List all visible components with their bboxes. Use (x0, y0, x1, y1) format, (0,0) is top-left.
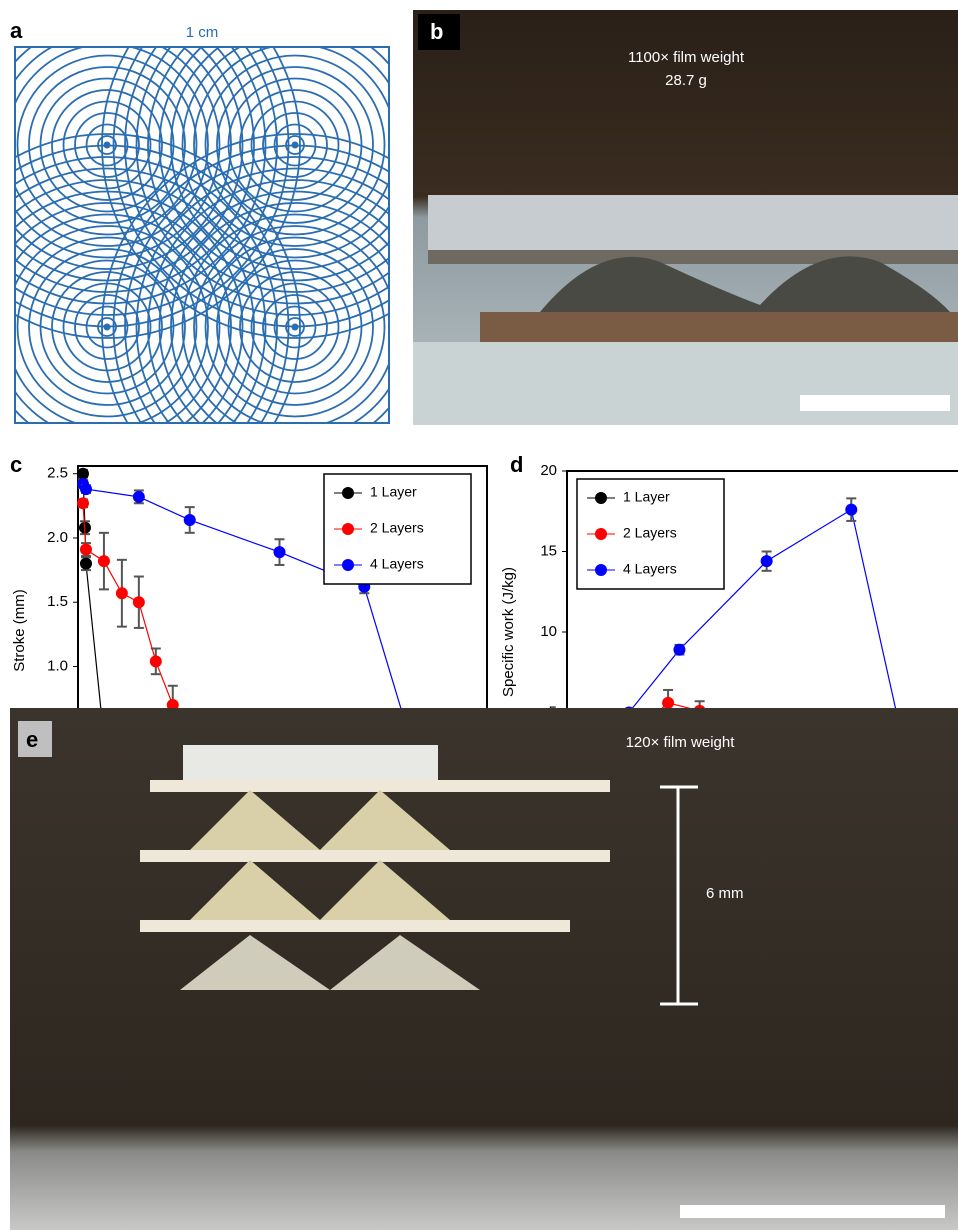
photo-e (10, 708, 958, 1230)
data-point (80, 558, 92, 570)
ring-center (292, 324, 299, 331)
y-axis-label: Stroke (mm) (11, 589, 28, 672)
data-point (662, 697, 674, 709)
photo-caption: 1100× film weight (628, 49, 745, 66)
data-point (77, 497, 89, 509)
y-tick-label: 2.0 (47, 529, 68, 546)
photo-caption: 120× film weight (626, 734, 736, 751)
data-point (150, 655, 162, 667)
y-tick-label: 1.0 (47, 657, 68, 674)
height-label: 6 mm (706, 885, 744, 902)
legend-marker (342, 559, 354, 571)
y-tick-label: 2.5 (47, 465, 68, 482)
legend-label: 1 Layer (370, 484, 417, 500)
data-point (761, 555, 773, 567)
y-tick-label: 1.5 (47, 593, 68, 610)
y-tick-label: 15 (540, 542, 557, 559)
ring (0, 0, 266, 304)
legend-marker (595, 492, 607, 504)
panel-label: b (430, 19, 443, 44)
data-point (133, 596, 145, 608)
data-point (80, 544, 92, 556)
data-point (116, 587, 128, 599)
ring-center (104, 324, 111, 331)
panel-label: e (26, 727, 38, 752)
data-point (80, 483, 92, 495)
data-point (845, 504, 857, 516)
legend-label: 2 Layers (623, 525, 677, 541)
data-point (673, 644, 685, 656)
data-point (98, 555, 110, 567)
legend-marker (595, 564, 607, 576)
data-point (274, 546, 286, 558)
data-point (184, 514, 196, 526)
photo-mass: 28.7 g (665, 72, 707, 89)
figure: a 1 cm b 1100× film weight 28.7 g c d 01… (0, 0, 958, 1230)
legend-label: 4 Layers (370, 556, 424, 572)
legend-marker (342, 523, 354, 535)
legend-marker (342, 487, 354, 499)
scale-label: 1 cm (186, 24, 219, 41)
panel-label: c (10, 452, 22, 477)
data-point (133, 491, 145, 503)
legend-label: 1 Layer (623, 489, 670, 505)
legend-label: 2 Layers (370, 520, 424, 536)
y-tick-label: 20 (540, 462, 557, 479)
data-point (77, 468, 89, 480)
y-axis-label: Specific work (J/kg) (500, 567, 517, 697)
panel-label: a (10, 18, 23, 43)
y-tick-label: 10 (540, 623, 557, 640)
legend-label: 4 Layers (623, 561, 677, 577)
legend-marker (595, 528, 607, 540)
panel-label: d (510, 452, 523, 477)
